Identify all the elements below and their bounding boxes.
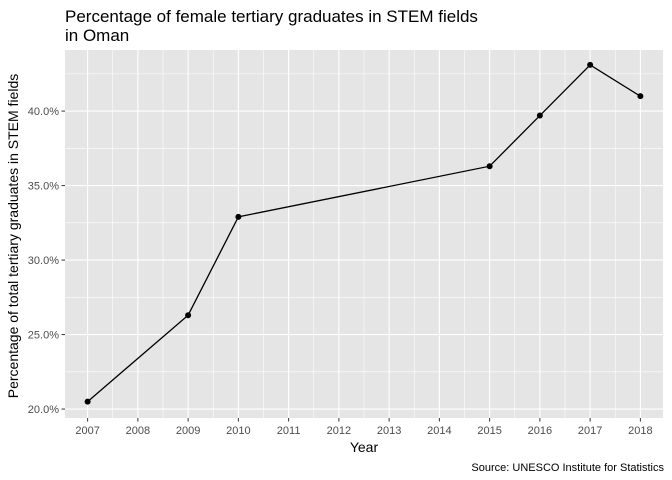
x-axis: 2007 2008 2009 2010 2011 2012 2013 2014 2015 2016… [75, 418, 653, 437]
data-point [185, 312, 192, 319]
data-point [235, 213, 242, 220]
x-axis-title: Year [350, 439, 379, 455]
y-tick-label: 30.0% [28, 255, 59, 267]
y-axis-title: Percentage of total tertiary graduates i… [5, 74, 21, 399]
y-tick-label: 35.0% [28, 181, 59, 193]
y-tick-label: 40.0% [28, 106, 59, 118]
y-tick-label: 25.0% [28, 330, 59, 342]
x-tick-label: 2012 [327, 425, 351, 437]
x-tick-label: 2015 [477, 425, 501, 437]
source-caption: Source: UNESCO Institute for Statistics [471, 462, 664, 474]
data-point [486, 163, 493, 170]
x-tick-label: 2011 [277, 425, 301, 437]
y-tick-label: 20.0% [28, 404, 59, 416]
chart-title: Percentage of female tertiary graduates … [65, 7, 478, 26]
x-tick-label: 2018 [628, 425, 652, 437]
data-point [587, 61, 594, 68]
series-layer [84, 61, 644, 405]
x-tick-label: 2010 [226, 425, 250, 437]
data-point [536, 112, 543, 119]
y-axis: 20.0% 25.0% 30.0% 35.0% 40.0% [28, 106, 65, 416]
x-tick-label: 2009 [176, 425, 200, 437]
x-tick-label: 2013 [377, 425, 401, 437]
x-tick-label: 2007 [75, 425, 99, 437]
data-point [84, 398, 91, 405]
x-tick-label: 2017 [578, 425, 602, 437]
x-tick-label: 2014 [427, 425, 451, 437]
x-tick-label: 2008 [126, 425, 150, 437]
chart-subtitle: in Oman [65, 26, 129, 45]
data-point [637, 93, 644, 100]
x-tick-label: 2016 [528, 425, 552, 437]
